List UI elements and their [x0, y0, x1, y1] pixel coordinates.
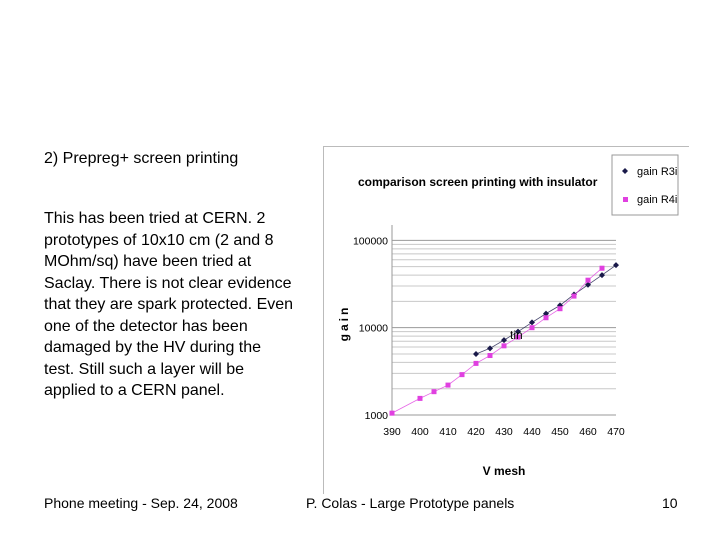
data-point-r4i	[515, 334, 521, 340]
x-tick-label: 450	[551, 426, 569, 438]
data-point-r4i	[389, 410, 395, 416]
y-tick-label: 10000	[359, 323, 388, 335]
data-point-r4i	[487, 353, 493, 359]
chart-legend: gain R3i gain R4i	[611, 154, 679, 216]
data-point-r3i	[515, 328, 521, 335]
page-number: 10	[662, 495, 678, 511]
y-axis-ticks: 1000 10000 100000	[353, 235, 388, 422]
series-points	[389, 262, 619, 416]
legend-label-r4i: gain R4i	[637, 194, 677, 206]
data-point-r3i	[613, 262, 619, 269]
data-point-r4i	[585, 277, 591, 283]
data-point-r3i	[599, 272, 605, 279]
data-point-r4i	[529, 325, 535, 331]
data-point-r4i	[543, 315, 549, 321]
y-axis-label: gain	[337, 305, 351, 342]
x-axis-ticks: 390 400 410 420 430 440 450 460 470	[383, 426, 625, 438]
chart-frame: comparison screen printing with insulato…	[323, 146, 689, 494]
data-point-r4i	[501, 343, 507, 349]
footer-meeting-date: Phone meeting - Sep. 24, 2008	[44, 495, 238, 511]
legend-marker-r3i	[622, 168, 628, 174]
legend-box	[611, 154, 679, 216]
data-point-r3i	[473, 350, 479, 357]
x-tick-label: 410	[439, 426, 457, 438]
data-point-r3i	[487, 345, 493, 352]
x-tick-label: 470	[607, 426, 625, 438]
x-tick-label: 430	[495, 426, 513, 438]
data-point-r4i	[417, 395, 423, 401]
data-point-r4i	[599, 265, 605, 271]
y-tick-label: 1000	[365, 410, 389, 422]
data-point-r4i	[473, 360, 479, 366]
data-point-r3i	[529, 319, 535, 326]
footer-presenter: P. Colas - Large Prototype panels	[306, 495, 515, 511]
slide-body-text: This has been tried at CERN. 2 prototype…	[44, 210, 294, 399]
data-point-r3i	[585, 281, 591, 288]
x-tick-label: 460	[579, 426, 597, 438]
x-tick-label: 390	[383, 426, 401, 438]
slide-heading: 2) Prepreg+ screen printing	[44, 150, 239, 167]
x-tick-label: 420	[467, 426, 485, 438]
x-axis-label: V mesh	[483, 464, 526, 478]
legend-marker-r4i	[623, 197, 628, 202]
data-point-r4i	[557, 306, 563, 312]
chart-gridlines	[391, 225, 616, 416]
data-point-r4i	[459, 372, 465, 378]
y-tick-label: 100000	[353, 235, 388, 247]
data-point-r3i	[501, 337, 507, 344]
chart-annotation: tin	[510, 328, 523, 342]
x-tick-label: 440	[523, 426, 541, 438]
plot-area	[392, 225, 616, 415]
x-tick-label: 400	[411, 426, 429, 438]
data-point-r4i	[445, 382, 451, 388]
data-point-r4i	[571, 293, 577, 299]
legend-label-r3i: gain R3i	[637, 166, 677, 178]
data-point-r4i	[431, 389, 437, 395]
chart-title: comparison screen printing with insulato…	[358, 175, 598, 189]
gain-chart: comparison screen printing with insulato…	[337, 154, 679, 478]
data-point-r3i	[543, 310, 549, 317]
